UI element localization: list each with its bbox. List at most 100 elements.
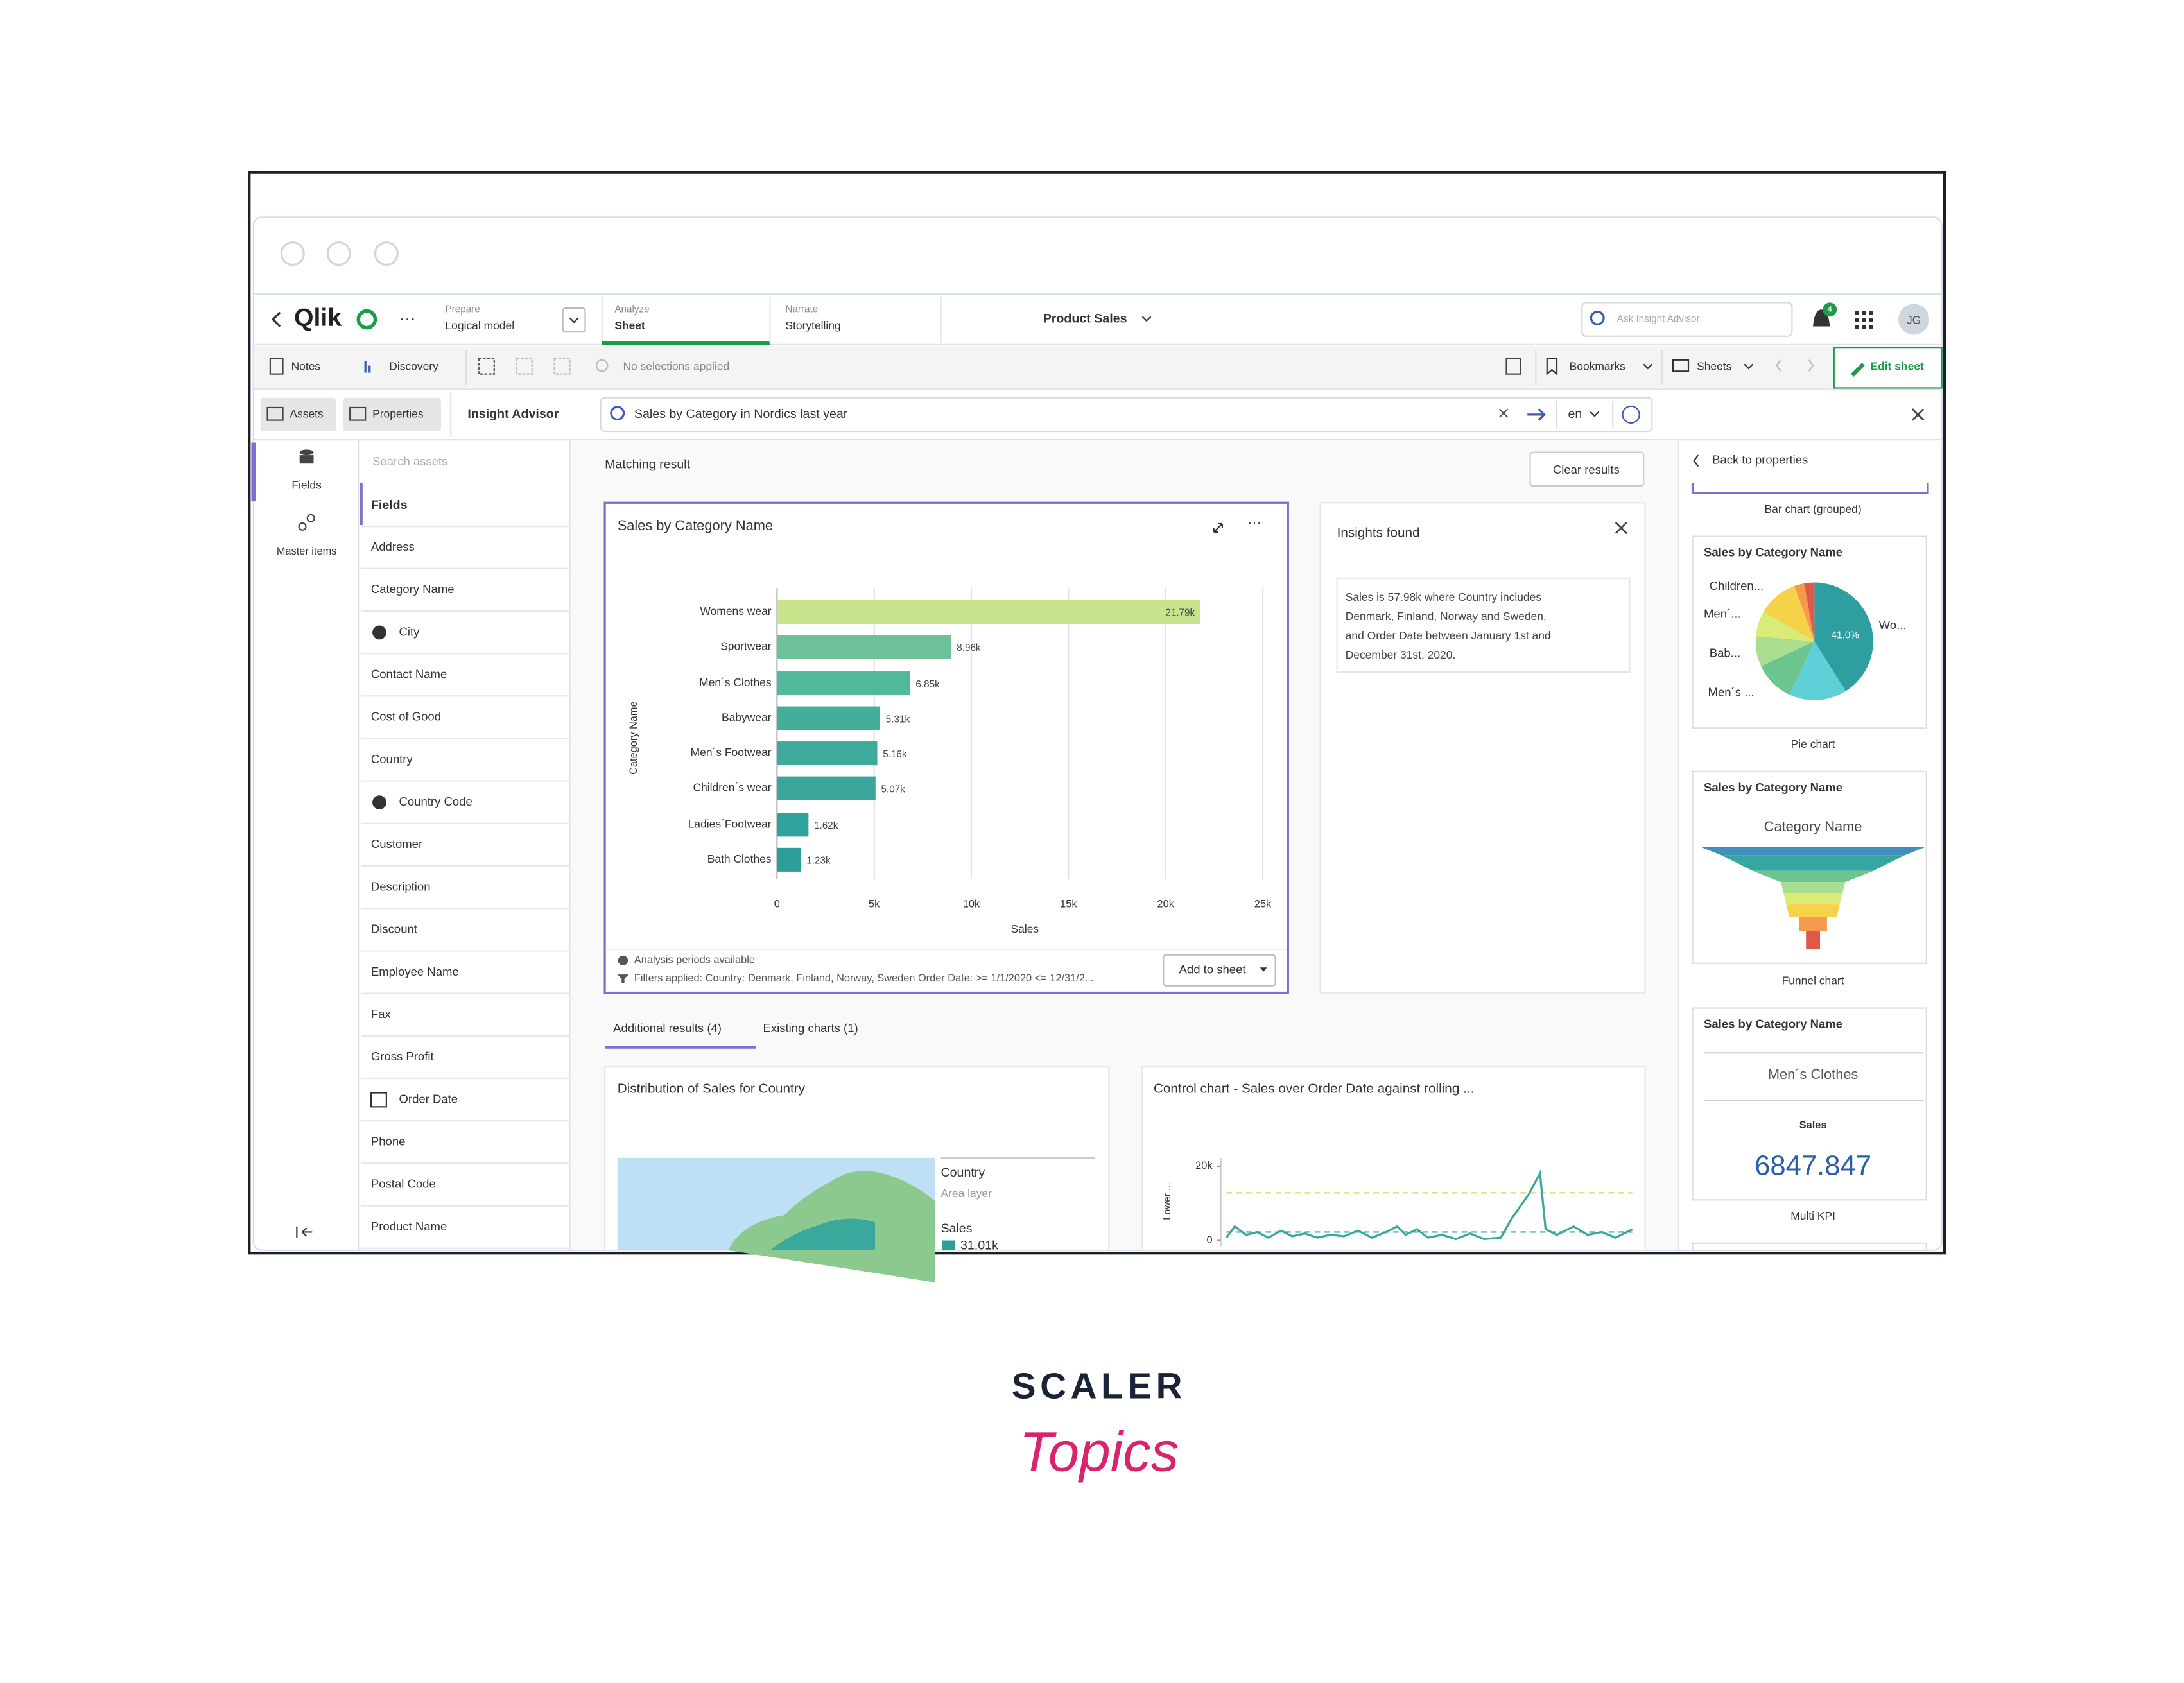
close-panel[interactable] — [1911, 408, 1925, 421]
field-item[interactable]: Cost of Good — [371, 710, 441, 723]
bar[interactable] — [777, 600, 1200, 624]
caption: Funnel chart — [1782, 974, 1844, 987]
bookmarks-button[interactable]: Bookmarks — [1570, 359, 1625, 372]
kpi-card[interactable] — [1692, 1007, 1927, 1201]
query-text: Sales by Category in Nordics last year — [634, 407, 848, 421]
add-button[interactable] — [1163, 954, 1276, 987]
results-tab[interactable]: Additional results (4) — [613, 1021, 722, 1035]
pie-label: Bab... — [1710, 646, 1740, 660]
category-label: Womens wear — [700, 605, 771, 617]
axis-title: Category Name — [628, 701, 639, 774]
bar[interactable] — [777, 706, 881, 730]
field-item[interactable]: Order Date — [399, 1092, 458, 1105]
axis-title: Sales — [1011, 922, 1039, 935]
menu-icon[interactable]: ··· — [1247, 515, 1261, 531]
submit-query[interactable] — [1527, 408, 1546, 421]
select-icon[interactable] — [478, 358, 495, 375]
card-title: Distribution of Sales for Country — [618, 1081, 806, 1096]
value-label: 5.07k — [881, 784, 906, 795]
y-tick-label: 0 — [1206, 1234, 1212, 1246]
field-item[interactable]: City — [399, 625, 420, 638]
bar[interactable] — [777, 776, 876, 800]
app-name[interactable]: Product Sales — [1043, 312, 1127, 326]
back-icon[interactable] — [271, 311, 281, 327]
expand-icon[interactable] — [1213, 522, 1223, 533]
field-item[interactable]: Gross Profit — [371, 1049, 435, 1063]
insight-text: and Order Date between January 1st and — [1346, 629, 1551, 642]
x-tick-label: 15k — [1060, 898, 1077, 910]
notes-icon — [269, 358, 284, 375]
avatar[interactable] — [1898, 304, 1930, 335]
pie-label: Wo... — [1879, 618, 1907, 632]
results-tab[interactable]: Existing charts (1) — [763, 1021, 858, 1035]
layout-icon[interactable] — [1505, 358, 1521, 375]
insight-advisor-label: Insight Advisor — [467, 407, 559, 421]
field-item[interactable]: Postal Code — [371, 1177, 436, 1191]
back-step-icon[interactable] — [516, 358, 533, 375]
search-box[interactable] — [1581, 302, 1793, 337]
clear-icon[interactable] — [595, 359, 609, 372]
forward-step-icon[interactable] — [553, 358, 571, 375]
legend-text: Sales — [940, 1221, 972, 1236]
nav-arrows[interactable] — [1776, 359, 1814, 372]
master-icon[interactable] — [298, 522, 307, 531]
rail-label[interactable]: Fields — [291, 479, 322, 492]
close-insights[interactable] — [1615, 521, 1627, 535]
edit-button[interactable] — [1833, 347, 1943, 389]
chart-card[interactable] — [603, 501, 1289, 994]
apps-icon[interactable] — [1855, 311, 1873, 329]
toolbar — [253, 346, 1942, 390]
x-tick-label: 25k — [1254, 898, 1272, 910]
bar[interactable] — [777, 847, 801, 872]
field-item[interactable]: Fax — [371, 1007, 392, 1021]
label: Prepare — [445, 304, 480, 315]
dropdown[interactable] — [562, 307, 586, 333]
notes-button[interactable]: Notes — [291, 359, 321, 372]
info-icon[interactable] — [1622, 405, 1640, 424]
sheets-button[interactable]: Sheets — [1697, 359, 1732, 372]
funnel-label: Category Name — [1764, 818, 1862, 834]
collapse-icon[interactable] — [296, 1226, 313, 1238]
back-icon[interactable] — [1693, 454, 1699, 467]
axis-title: Lower ... — [1162, 1182, 1173, 1220]
value-label: 6.85k — [915, 679, 940, 690]
grouped-card[interactable] — [1691, 483, 1929, 494]
query-box[interactable] — [600, 397, 1653, 433]
insight-text: December 31st, 2020. — [1346, 648, 1456, 661]
label: Sheet — [614, 319, 645, 332]
field-item[interactable]: Phone — [371, 1135, 406, 1148]
field-item[interactable]: Discount — [371, 922, 418, 936]
kpi-category: Men´s Clothes — [1768, 1066, 1859, 1082]
clear-button[interactable] — [1529, 451, 1645, 487]
field-item[interactable]: Country — [371, 752, 413, 766]
back-link[interactable]: Back to properties — [1712, 453, 1808, 467]
bar[interactable] — [777, 813, 809, 837]
pie-value: 41.0% — [1832, 630, 1860, 641]
y-tick-label: 20k — [1195, 1160, 1213, 1171]
field-item[interactable]: Product Name — [371, 1220, 447, 1233]
properties-button[interactable] — [343, 397, 441, 432]
clock-icon — [618, 955, 628, 965]
bar[interactable] — [777, 635, 951, 659]
discovery-button[interactable]: Discovery — [389, 359, 438, 372]
rail-label[interactable]: Master items — [277, 546, 337, 557]
field-item[interactable]: Description — [371, 879, 431, 893]
field-item[interactable]: Contact Name — [371, 667, 447, 680]
fields-icon[interactable] — [299, 449, 314, 456]
avatar-initials: JG — [1907, 313, 1921, 326]
control-card[interactable] — [1141, 1066, 1646, 1251]
more-icon[interactable]: ··· — [399, 308, 416, 327]
clear-query[interactable] — [1498, 408, 1509, 418]
badge — [1823, 302, 1837, 317]
assets-button[interactable] — [260, 397, 336, 432]
category-label: Men´s Clothes — [699, 676, 772, 689]
globe-icon — [372, 625, 386, 640]
field-item[interactable]: Category Name — [371, 582, 455, 596]
bar[interactable] — [777, 671, 910, 696]
field-item[interactable]: Address — [371, 540, 415, 553]
field-item[interactable]: Customer — [371, 837, 422, 850]
bar[interactable] — [777, 741, 878, 766]
field-item[interactable]: Employee Name — [371, 965, 459, 978]
caption: Multi KPI — [1790, 1209, 1835, 1222]
field-item[interactable]: Country Code — [399, 795, 472, 808]
